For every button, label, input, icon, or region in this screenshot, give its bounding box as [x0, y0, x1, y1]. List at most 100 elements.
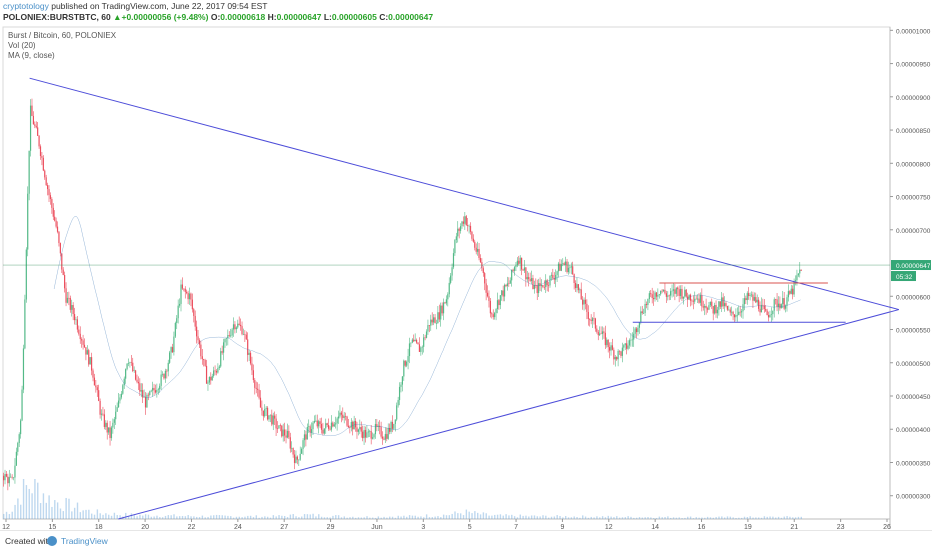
volume-bar — [749, 516, 751, 519]
volume-bar — [545, 515, 547, 519]
x-tick-label: 7 — [514, 524, 518, 530]
candle-body — [27, 193, 29, 250]
volume-bar — [562, 517, 564, 519]
candle-body — [79, 333, 81, 340]
candle-body — [712, 306, 714, 314]
candle-body — [319, 421, 321, 425]
candle-body — [725, 303, 727, 306]
candle-body — [434, 317, 436, 324]
volume-bar — [431, 517, 433, 519]
volume-bar — [354, 517, 357, 519]
candle-body — [462, 221, 465, 224]
candle-body — [601, 331, 604, 334]
volume-bar — [601, 516, 604, 519]
candle-body — [14, 465, 16, 478]
y-tick-label: 0.00000500 — [896, 361, 931, 368]
volume-bar — [760, 517, 763, 519]
volume-bar — [695, 517, 697, 519]
volume-bar — [196, 516, 198, 519]
candle-body — [553, 278, 555, 280]
candle-body — [83, 344, 86, 348]
y-tick-label: 0.00001000 — [896, 28, 931, 35]
candle-body — [469, 225, 472, 232]
volume-bar — [386, 517, 388, 519]
candle-body — [714, 304, 716, 314]
candle-body — [689, 294, 692, 301]
volume-bar — [397, 515, 399, 519]
volume-bar — [51, 506, 53, 519]
candle-body — [729, 309, 731, 313]
candle-body — [72, 305, 74, 315]
tradingview-brand[interactable]: TradingView — [61, 536, 108, 546]
volume-bar — [706, 516, 709, 519]
author-link[interactable]: cryptotology — [3, 1, 49, 11]
candle-body — [519, 257, 521, 264]
candle-body — [448, 282, 450, 295]
volume-bar — [661, 517, 663, 519]
candle-body — [674, 289, 676, 294]
volume-bar — [39, 503, 42, 519]
candle-body — [237, 323, 239, 328]
candle-body — [222, 342, 225, 353]
volume-bar — [170, 515, 172, 519]
candle-body — [616, 357, 618, 360]
candle-body — [591, 318, 594, 321]
candle-body — [485, 283, 487, 293]
candle-body — [288, 430, 290, 438]
candle-body — [599, 333, 601, 336]
candle-body — [671, 290, 673, 292]
candle-body — [667, 295, 669, 297]
candle-body — [380, 426, 382, 437]
candle-body — [574, 283, 577, 288]
candle-body — [682, 296, 684, 299]
candle-body — [582, 299, 584, 305]
volume-bar — [752, 517, 754, 519]
volume-bar — [689, 516, 692, 519]
candle-body — [702, 306, 704, 308]
candle-body — [37, 127, 39, 136]
candle-body — [550, 274, 553, 276]
volume-bar — [618, 517, 621, 519]
volume-bar — [332, 515, 334, 519]
candle-body — [458, 228, 460, 231]
triangle-lower-trendline — [118, 309, 899, 520]
candle-body — [254, 380, 256, 388]
candle-body — [299, 453, 301, 460]
candle-body — [431, 319, 433, 323]
candle-body — [491, 313, 493, 315]
last-price-label: 0.00000647 — [896, 263, 931, 270]
candle-body — [146, 394, 148, 408]
volume-bar — [71, 511, 73, 519]
candle-body — [398, 386, 401, 401]
volume-bar — [238, 516, 240, 519]
volume-bar — [102, 514, 104, 519]
candle-body — [116, 407, 118, 412]
triangle-upper-trendline — [29, 77, 899, 311]
candle-body — [347, 425, 350, 428]
volume-bar — [369, 517, 371, 519]
candle-body — [584, 299, 587, 304]
candle-body — [590, 319, 592, 321]
candle-body — [157, 389, 159, 390]
candle-body — [242, 333, 245, 335]
countdown-label: 05:32 — [896, 274, 913, 281]
price-chart[interactable]: 0.00001000 0.00000950 0.00000900 0.00000850… — [0, 25, 932, 531]
candle-body — [147, 394, 149, 396]
candle-body — [403, 360, 405, 377]
candle-body — [201, 356, 203, 360]
candle-body — [28, 150, 30, 194]
candle-body — [102, 413, 104, 415]
volume-bar — [62, 511, 65, 519]
volume-bar — [783, 516, 785, 519]
volume-bar — [758, 517, 760, 519]
volume-bar — [105, 513, 107, 519]
candle-body — [217, 368, 219, 373]
volume-bar — [428, 517, 431, 519]
candle-body — [320, 424, 323, 430]
candle-body — [579, 289, 581, 291]
chart-area[interactable]: 0.00001000 0.00000950 0.00000900 0.00000850… — [0, 25, 932, 531]
candle-body — [655, 292, 658, 297]
volume-bar — [139, 514, 141, 519]
candle-body — [117, 400, 120, 408]
candle-body — [248, 352, 250, 355]
